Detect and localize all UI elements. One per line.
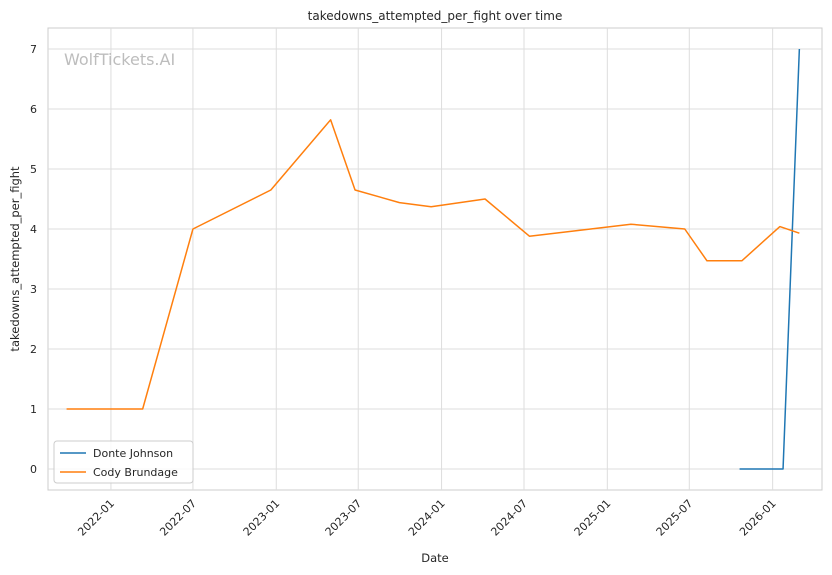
plot-area: WolfTickets.AI: [47, 27, 823, 491]
y-tick-label: 4: [30, 223, 37, 236]
x-tick-label: 2025-01: [572, 497, 614, 539]
x-axis-ticks: 2022-01 2022-07 2023-01 2023-07 2024-01 2024-…: [75, 497, 778, 539]
chart-title: takedowns_attempted_per_fight over time: [308, 9, 563, 23]
y-tick-label: 5: [30, 163, 37, 176]
legend-label-donte-johnson: Donte Johnson: [93, 447, 173, 460]
x-tick-label: 2022-07: [157, 497, 199, 539]
x-tick-label: 2024-07: [488, 497, 530, 539]
y-axis-ticks: 0 1 2 3 4 5 6 7: [30, 43, 37, 476]
y-tick-label: 3: [30, 283, 37, 296]
x-tick-label: 2023-07: [323, 497, 365, 539]
plot-background: [47, 27, 823, 491]
x-tick-label: 2025-07: [654, 497, 696, 539]
x-tick-label: 2023-01: [241, 497, 283, 539]
y-tick-label: 7: [30, 43, 37, 56]
y-tick-label: 1: [30, 403, 37, 416]
x-tick-label: 2024-01: [406, 497, 448, 539]
legend: Donte Johnson Cody Brundage: [53, 440, 194, 484]
watermark-text: WolfTickets.AI: [64, 50, 175, 69]
series-lines: [66, 48, 801, 470]
y-tick-label: 2: [30, 343, 37, 356]
y-axis-title: takedowns_attempted_per_fight: [8, 166, 22, 352]
y-tick-label: 0: [30, 463, 37, 476]
series-line-cody-brundage: [66, 119, 800, 410]
x-tick-label: 2022-01: [75, 497, 117, 539]
x-tick-label: 2026-01: [737, 497, 779, 539]
series-line-donte-johnson: [739, 48, 801, 470]
legend-box: [53, 440, 194, 484]
y-tick-label: 6: [30, 103, 37, 116]
legend-label-cody-brundage: Cody Brundage: [93, 466, 178, 479]
x-axis-title: Date: [421, 551, 449, 565]
